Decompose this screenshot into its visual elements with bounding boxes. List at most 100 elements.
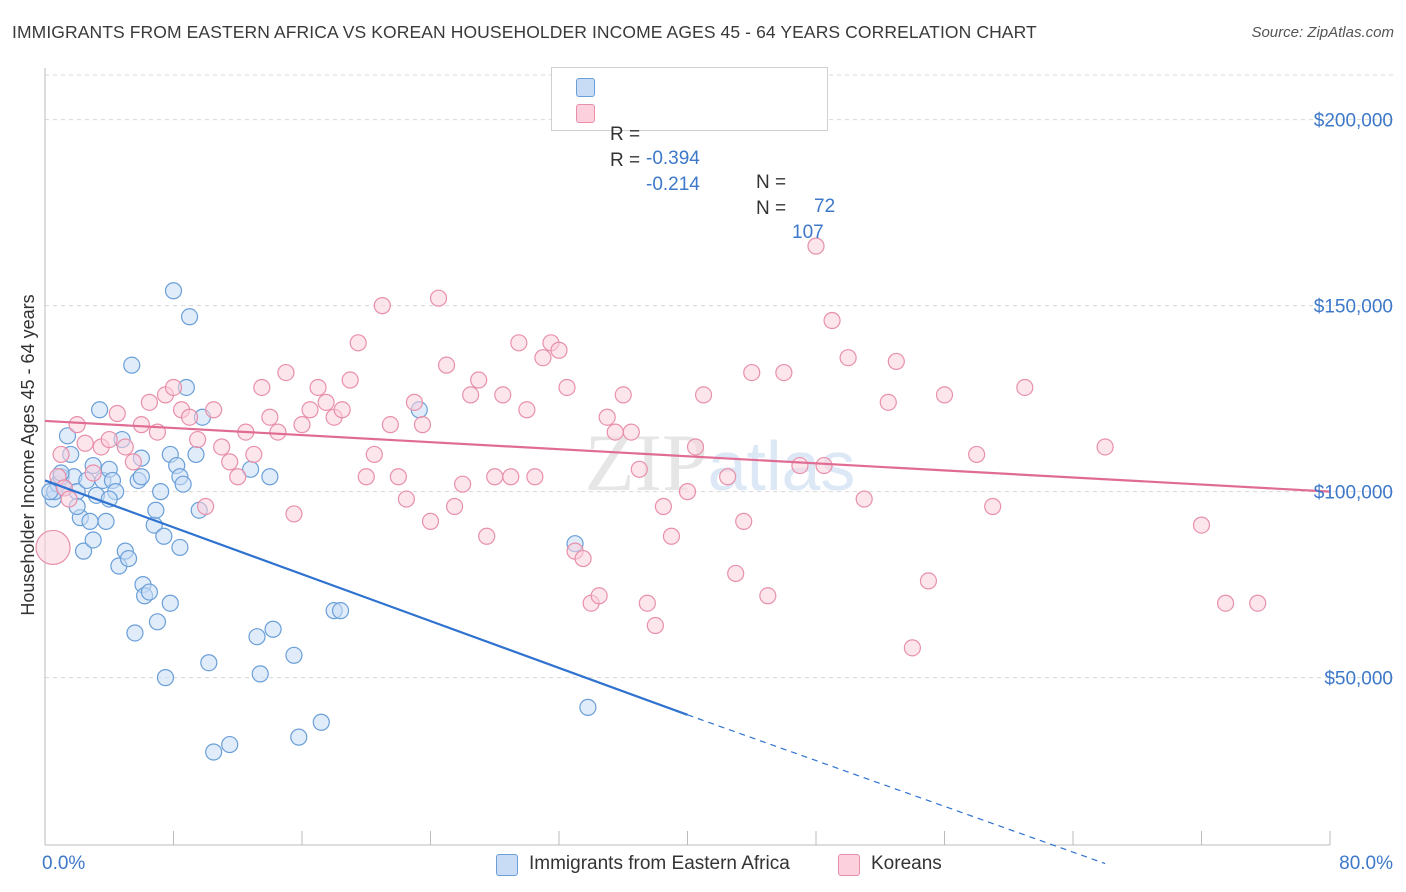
data-point bbox=[41, 483, 59, 501]
data-point bbox=[245, 445, 263, 464]
data-point bbox=[156, 669, 175, 687]
data-point bbox=[935, 386, 954, 404]
data-point bbox=[421, 512, 440, 530]
data-point bbox=[534, 349, 552, 367]
data-point bbox=[119, 549, 138, 568]
data-point bbox=[807, 237, 825, 255]
data-point bbox=[317, 393, 335, 411]
data-point bbox=[124, 453, 142, 471]
data-point bbox=[397, 490, 416, 508]
data-point bbox=[84, 531, 102, 549]
data-point bbox=[1016, 378, 1034, 397]
data-point bbox=[285, 646, 303, 664]
data-point bbox=[188, 430, 207, 449]
tick-labels: $50,000 $100,000 $150,000 $200,000 0.0% 80.0% bbox=[42, 111, 1393, 874]
data-point bbox=[735, 512, 753, 530]
data-point bbox=[74, 542, 93, 560]
data-point bbox=[349, 334, 367, 352]
data-point bbox=[290, 728, 308, 746]
data-point bbox=[357, 468, 375, 486]
data-point bbox=[164, 282, 183, 300]
data-point bbox=[574, 549, 592, 568]
data-point bbox=[389, 468, 407, 486]
data-point bbox=[1192, 516, 1211, 534]
data-point bbox=[590, 587, 608, 605]
legend-r-value: -0.214 bbox=[646, 174, 700, 195]
data-point bbox=[630, 460, 648, 478]
legend-row-eastern-africa: R = -0.394 N = 72 bbox=[576, 75, 835, 217]
data-point bbox=[903, 639, 921, 657]
bottom-legend-swatch-eastern-africa bbox=[496, 854, 518, 876]
data-point bbox=[333, 401, 351, 419]
data-point bbox=[213, 438, 231, 456]
x-tick-label: 80.0% bbox=[1339, 853, 1393, 874]
data-point bbox=[478, 527, 496, 545]
data-point bbox=[486, 468, 504, 486]
data-point bbox=[365, 445, 383, 464]
data-point bbox=[518, 401, 536, 419]
data-point bbox=[429, 289, 448, 307]
data-point bbox=[494, 386, 512, 404]
data-point bbox=[646, 616, 664, 635]
data-point bbox=[148, 613, 167, 631]
data-point bbox=[984, 497, 1002, 516]
legend-n-value: 72 bbox=[814, 196, 836, 217]
data-point bbox=[662, 527, 681, 545]
data-point bbox=[174, 475, 192, 493]
data-point bbox=[622, 423, 640, 441]
data-point bbox=[686, 438, 705, 456]
chart-title: IMMIGRANTS FROM EASTERN AFRICA VS KOREAN… bbox=[12, 22, 1037, 42]
data-point bbox=[161, 594, 179, 612]
data-point bbox=[759, 587, 777, 605]
data-point bbox=[76, 434, 94, 452]
data-point bbox=[526, 468, 544, 486]
data-point bbox=[261, 468, 279, 486]
data-point bbox=[606, 423, 624, 441]
data-point bbox=[269, 423, 287, 441]
y-axis-label: Householder Income Ages 45 - 64 years bbox=[18, 294, 38, 615]
data-point bbox=[502, 468, 520, 486]
data-point bbox=[454, 475, 472, 493]
data-point bbox=[598, 408, 616, 426]
data-point bbox=[221, 735, 239, 754]
y-tick-label: $150,000 bbox=[1314, 297, 1393, 318]
data-point bbox=[1096, 438, 1114, 456]
data-point bbox=[743, 363, 761, 382]
data-point bbox=[277, 363, 295, 382]
data-point bbox=[309, 378, 327, 397]
data-point bbox=[312, 713, 330, 731]
legend-r-value: -0.394 bbox=[646, 148, 700, 169]
data-point bbox=[285, 505, 303, 523]
data-point bbox=[180, 408, 199, 426]
data-point bbox=[187, 445, 205, 464]
data-point bbox=[84, 464, 102, 482]
data-point bbox=[91, 401, 109, 419]
y-tick-label: $200,000 bbox=[1314, 111, 1393, 132]
bottom-legend-swatch-koreans bbox=[838, 854, 860, 876]
data-point bbox=[381, 416, 399, 434]
data-point bbox=[229, 468, 247, 486]
data-point bbox=[116, 438, 134, 456]
data-point bbox=[879, 393, 897, 411]
data-point bbox=[413, 416, 432, 434]
legend-n-label: N = bbox=[756, 198, 787, 219]
grid-lines bbox=[45, 74, 1395, 679]
data-point bbox=[171, 538, 189, 557]
y-tick-label: $50,000 bbox=[1324, 669, 1393, 690]
data-point bbox=[1249, 594, 1267, 612]
data-point bbox=[887, 352, 905, 371]
data-point bbox=[100, 430, 118, 449]
data-point bbox=[248, 628, 266, 646]
data-point bbox=[81, 512, 99, 530]
data-point bbox=[253, 378, 271, 397]
data-point bbox=[301, 401, 319, 419]
data-point bbox=[200, 654, 218, 672]
y-tick-label: $100,000 bbox=[1314, 483, 1393, 504]
correlation-legend: R = -0.394 N = 72 R = -0.214 N = 107 bbox=[551, 67, 835, 243]
trend-line-eastern-africa bbox=[44, 479, 688, 716]
data-point bbox=[654, 497, 673, 516]
data-point bbox=[197, 497, 215, 516]
x-tick-label: 0.0% bbox=[42, 853, 85, 874]
data-point bbox=[823, 311, 841, 330]
data-point bbox=[1216, 594, 1235, 612]
